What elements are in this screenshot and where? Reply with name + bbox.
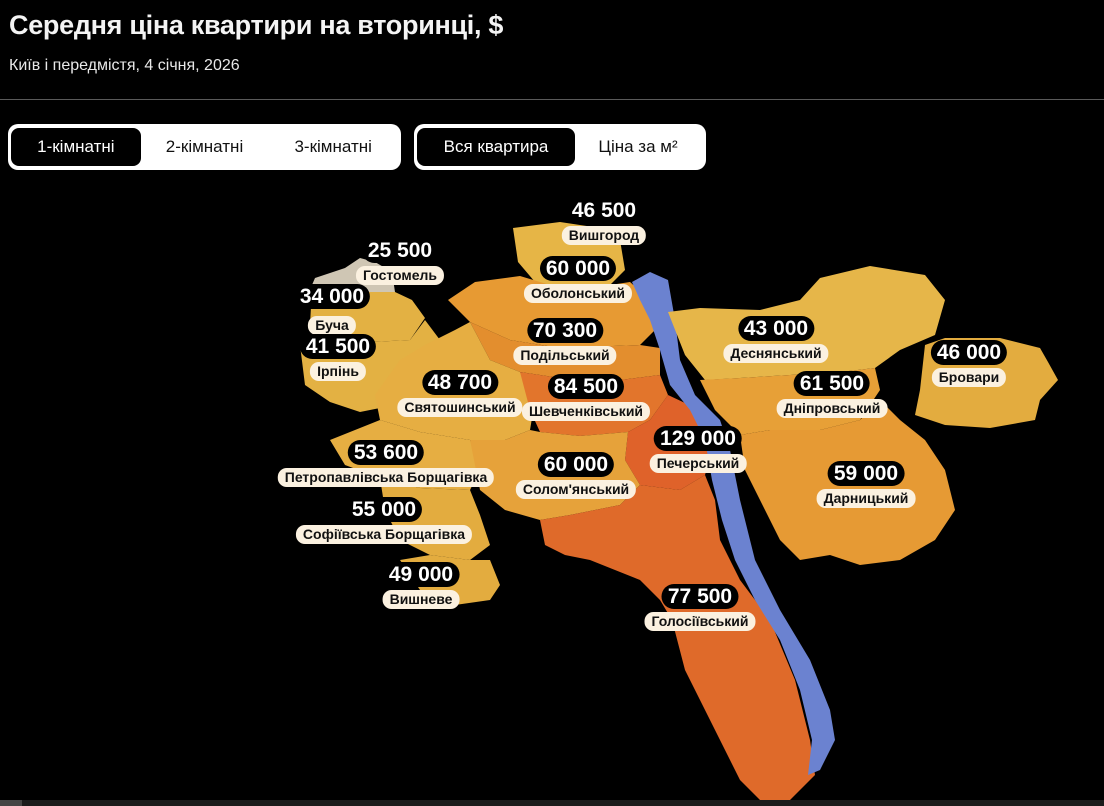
label-dniprovskyi[interactable]: 61 500 Дніпровський: [776, 371, 888, 418]
region-name: Голосіївський: [644, 612, 756, 631]
label-bucha[interactable]: 34 000 Буча: [293, 284, 371, 335]
label-sofiivska-borshchahivka[interactable]: 55 000 Софіївська Борщагівка: [295, 497, 473, 544]
header-divider: [0, 99, 1104, 100]
region-holosiivskyi[interactable]: [540, 475, 815, 800]
region-name: Гостомель: [355, 266, 445, 285]
price-value: 59 000: [827, 461, 905, 486]
label-shevchenkivskyi[interactable]: 84 500 Шевченківський: [521, 374, 651, 421]
tab-1-room[interactable]: 1-кімнатні: [11, 128, 141, 166]
price-value: 84 500: [547, 374, 625, 399]
tab-3-room[interactable]: 3-кімнатні: [294, 137, 372, 156]
tab-price-per-m2[interactable]: Ціна за м²: [598, 137, 678, 156]
label-darnytskyi[interactable]: 59 000 Дарницький: [816, 461, 916, 508]
region-name: Бровари: [931, 368, 1007, 387]
label-vyshneve[interactable]: 49 000 Вишневе: [382, 562, 460, 609]
region-name: Оболонський: [523, 284, 633, 303]
region-name: Дніпровський: [776, 399, 888, 418]
label-holosiivskyi[interactable]: 77 500 Голосіївський: [644, 584, 756, 631]
region-name: Софіївська Борщагівка: [295, 525, 473, 544]
price-value: 43 000: [737, 316, 815, 341]
price-value: 61 500: [793, 371, 871, 396]
tab-2-room[interactable]: 2-кімнатні: [165, 137, 244, 156]
price-value: 46 000: [930, 340, 1008, 365]
region-name: Печерський: [649, 454, 747, 473]
page-subtitle: Київ і передмістя, 4 січня, 2026: [9, 57, 240, 74]
price-value: 60 000: [537, 452, 615, 477]
price-value: 77 500: [661, 584, 739, 609]
scrollbar-thumb[interactable]: [0, 800, 22, 806]
horizontal-scrollbar[interactable]: [0, 800, 1104, 806]
region-name: Вишгород: [561, 226, 647, 245]
price-value: 60 000: [539, 256, 617, 281]
region-name: Вишневе: [382, 590, 460, 609]
river-dnipro: [632, 272, 835, 775]
tab-whole-apartment[interactable]: Вся квартира: [417, 128, 575, 166]
label-petropavlivska-borshchahivka[interactable]: 53 600 Петропавлівська Борщагівка: [277, 440, 495, 487]
region-name: Ірпінь: [310, 362, 366, 381]
price-value: 55 000: [345, 497, 423, 522]
page-title: Середня ціна квартири на вторинці, $: [9, 10, 504, 40]
region-name: Подільський: [513, 346, 617, 365]
price-value: 129 000: [654, 426, 742, 451]
label-hostomel[interactable]: 25 500 Гостомель: [355, 238, 445, 285]
room-count-toggle: 1-кімнатні 2-кімнатні 3-кімнатні: [8, 124, 401, 170]
region-name: Солом'янський: [515, 480, 637, 499]
price-value: 53 600: [347, 440, 425, 465]
region-name: Дарницький: [816, 489, 916, 508]
label-irpin[interactable]: 41 500 Ірпінь: [299, 334, 377, 381]
region-name: Шевченківський: [521, 402, 651, 421]
label-solomianskyi[interactable]: 60 000 Солом'янський: [515, 452, 637, 499]
price-value: 25 500: [361, 238, 439, 263]
label-vyshhorod[interactable]: 46 500 Вишгород: [561, 198, 647, 245]
price-value: 49 000: [382, 562, 460, 587]
region-name: Петропавлівська Борщагівка: [277, 468, 495, 487]
region-name: Буча: [308, 316, 356, 335]
price-value: 41 500: [299, 334, 377, 359]
label-podilskyi[interactable]: 70 300 Подільський: [513, 318, 617, 365]
label-brovary[interactable]: 46 000 Бровари: [930, 340, 1008, 387]
label-desnianskyi[interactable]: 43 000 Деснянський: [723, 316, 829, 363]
label-sviatoshynskyi[interactable]: 48 700 Святошинський: [397, 370, 523, 417]
label-obolonskyi[interactable]: 60 000 Оболонський: [523, 256, 633, 303]
price-value: 48 700: [421, 370, 499, 395]
price-value: 70 300: [526, 318, 604, 343]
price-mode-toggle: Вся квартира Ціна за м²: [414, 124, 706, 170]
region-name: Святошинський: [397, 398, 523, 417]
price-value: 46 500: [565, 198, 643, 223]
label-pecherskyi[interactable]: 129 000 Печерський: [649, 426, 747, 473]
price-value: 34 000: [293, 284, 371, 309]
region-name: Деснянський: [723, 344, 829, 363]
